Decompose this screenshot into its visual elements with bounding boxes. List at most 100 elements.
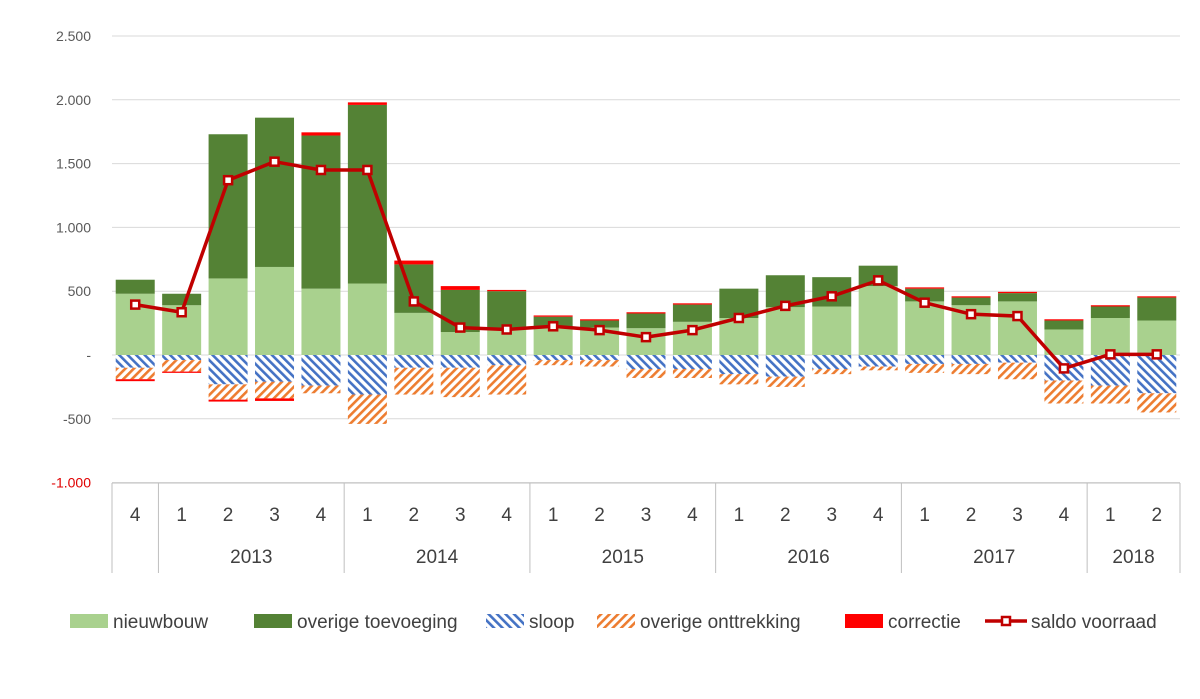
- bar-nieuwbouw: [905, 301, 945, 355]
- x-axis: 4 1 2 3 4 1 2 3 4 1 2 3 4 1 2 3 4 1 2 3 4 1 2 2013 2014 2015 2016 2…: [111, 482, 1181, 573]
- x-tick-label: 1: [919, 505, 930, 526]
- bar-overige-onttrekking: [812, 369, 852, 375]
- x-tick-label: 1: [176, 505, 187, 526]
- bars: [115, 102, 1177, 424]
- group-label: 2016: [787, 547, 829, 568]
- bar-overige-onttrekking: [1044, 380, 1084, 404]
- saldo-voorraad-point: [501, 324, 512, 335]
- legend-swatch: [486, 614, 524, 628]
- bar-overige-onttrekking: [1090, 385, 1130, 404]
- bar-sloop: [347, 355, 387, 395]
- bar-nieuwbouw: [765, 307, 805, 355]
- y-tick-label: 2.000: [56, 92, 91, 108]
- bar-overige-toevoeging: [951, 297, 991, 306]
- bar-sloop: [1137, 355, 1177, 394]
- bar-sloop: [812, 355, 852, 370]
- saldo-voorraad-point: [780, 300, 791, 312]
- bar-correctie: [1044, 319, 1084, 321]
- x-tick-label: 4: [130, 505, 141, 526]
- bar-sloop: [162, 355, 202, 361]
- saldo-voorraad-point: [1012, 310, 1023, 322]
- legend-label: sloop: [529, 612, 574, 633]
- bar-overige-onttrekking: [162, 360, 202, 372]
- x-tick-label: 3: [1012, 505, 1023, 526]
- bar-correctie: [255, 398, 295, 401]
- bar-overige-onttrekking: [672, 369, 712, 378]
- x-tick-label: 2: [223, 505, 234, 526]
- saldo-voorraad-point: [129, 299, 141, 310]
- x-tick-label: 1: [362, 505, 373, 526]
- bar-overige-onttrekking: [487, 365, 527, 395]
- bar-overige-onttrekking: [858, 366, 898, 371]
- bar-sloop: [487, 355, 527, 366]
- saldo-voorraad-point: [455, 322, 466, 333]
- bar-overige-onttrekking: [347, 394, 387, 424]
- x-tick-label: 2: [594, 505, 605, 526]
- y-tick-label: 500: [68, 283, 92, 299]
- bar-nieuwbouw: [394, 312, 434, 355]
- bar-sloop: [765, 355, 805, 377]
- bar-overige-onttrekking: [440, 367, 480, 398]
- bar-correctie: [626, 312, 666, 314]
- bar-sloop: [255, 355, 295, 382]
- bar-overige-toevoeging: [487, 291, 527, 330]
- bar-overige-onttrekking: [765, 376, 805, 387]
- bar-correctie: [1090, 305, 1130, 307]
- saldo-voorraad-point: [640, 331, 652, 343]
- x-tick-label: 1: [548, 505, 559, 526]
- bar-correctie: [951, 296, 991, 298]
- legend-swatch: [597, 614, 635, 628]
- bar-overige-toevoeging: [208, 134, 248, 279]
- legend-item-nieuwbouw: nieuwbouw: [70, 612, 208, 633]
- bar-correctie: [487, 289, 527, 292]
- saldo-voorraad-point: [176, 307, 187, 318]
- legend-swatch: [254, 614, 292, 628]
- bar-correctie: [533, 315, 573, 317]
- legend-label: correctie: [888, 612, 961, 633]
- bar-overige-onttrekking: [997, 362, 1037, 380]
- legend-item-correctie: correctie: [845, 612, 961, 633]
- y-tick-label: 1.000: [56, 219, 91, 235]
- bar-nieuwbouw: [858, 286, 898, 355]
- bar-overige-onttrekking: [301, 385, 341, 394]
- saldo-voorraad-point: [872, 275, 884, 286]
- bar-overige-toevoeging: [1137, 297, 1177, 321]
- bar-sloop: [672, 355, 712, 370]
- group-label: 2015: [602, 547, 644, 568]
- bar-overige-toevoeging: [162, 293, 202, 306]
- bar-correctie: [440, 286, 480, 290]
- legend-label: saldo voorraad: [1031, 612, 1157, 633]
- bar-sloop: [440, 355, 480, 368]
- legend: nieuwbouw overige toevoeging sloop overige …: [70, 612, 1157, 633]
- x-tick-label: 3: [269, 505, 280, 526]
- bar-overige-toevoeging: [626, 313, 666, 329]
- y-tick-label: -500: [63, 411, 91, 427]
- bar-correctie: [162, 371, 202, 373]
- bar-overige-onttrekking: [905, 363, 945, 373]
- group-label: 2017: [973, 547, 1015, 568]
- legend-item-overige-onttrekking: overige onttrekking: [597, 612, 801, 633]
- bar-correctie: [347, 102, 387, 105]
- bar-correctie: [580, 319, 620, 321]
- saldo-voorraad-point: [1058, 363, 1070, 374]
- bar-correctie: [301, 132, 341, 136]
- legend-item-saldo-voorraad: saldo voorraad: [985, 612, 1157, 633]
- bar-nieuwbouw: [997, 301, 1037, 355]
- bar-overige-onttrekking: [208, 384, 248, 400]
- saldo-voorraad-point: [687, 324, 698, 336]
- group-label: 2014: [416, 547, 459, 568]
- legend-swatch: [70, 614, 108, 628]
- bar-overige-onttrekking: [533, 360, 573, 366]
- bar-sloop: [858, 355, 898, 367]
- saldo-voorraad-point: [1105, 349, 1116, 360]
- saldo-voorraad-point: [315, 164, 327, 176]
- saldo-voorraad-point: [408, 296, 420, 307]
- saldo-voorraad-point: [965, 308, 977, 320]
- bar-nieuwbouw: [1044, 329, 1084, 355]
- legend-item-overige-toevoeging: overige toevoeging: [254, 612, 458, 633]
- bar-overige-onttrekking: [626, 369, 666, 378]
- bar-nieuwbouw: [533, 326, 573, 355]
- bar-correctie: [115, 379, 155, 382]
- x-tick-label: 3: [826, 505, 837, 526]
- bar-overige-toevoeging: [1090, 306, 1130, 318]
